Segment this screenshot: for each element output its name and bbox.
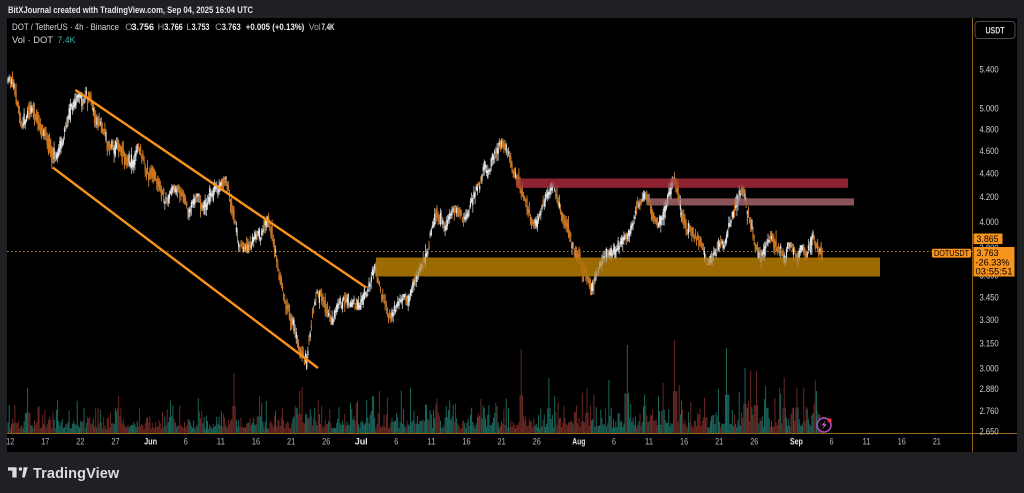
svg-text:03:55:51: 03:55:51: [976, 267, 1013, 277]
svg-text:+0.005 (+0.13%): +0.005 (+0.13%): [246, 22, 304, 32]
svg-text:21: 21: [933, 437, 941, 447]
svg-text:11: 11: [863, 437, 871, 447]
svg-text:Sep: Sep: [790, 437, 803, 447]
svg-text:3.753: 3.753: [192, 22, 210, 32]
svg-text:6: 6: [830, 437, 834, 447]
svg-text:11: 11: [427, 437, 435, 447]
svg-text:3.300: 3.300: [980, 315, 999, 325]
svg-text:O: O: [125, 22, 132, 32]
svg-text:4.200: 4.200: [980, 192, 999, 202]
svg-text:Vol: Vol: [309, 22, 321, 32]
svg-text:27: 27: [111, 437, 119, 447]
svg-text:3.766: 3.766: [164, 22, 183, 32]
svg-text:-26.33%: -26.33%: [976, 258, 1010, 268]
svg-text:3.450: 3.450: [980, 292, 999, 302]
svg-text:22: 22: [76, 437, 84, 447]
svg-text:6: 6: [394, 437, 398, 447]
svg-text:16: 16: [898, 437, 906, 447]
svg-text:21: 21: [287, 437, 295, 447]
svg-text:26: 26: [322, 437, 330, 447]
svg-text:5.000: 5.000: [980, 104, 999, 114]
svg-text:Aug: Aug: [572, 437, 585, 447]
svg-text:C: C: [215, 22, 222, 32]
svg-text:7.4K: 7.4K: [322, 22, 335, 32]
svg-text:21: 21: [498, 437, 506, 447]
svg-text:3.865: 3.865: [977, 234, 999, 244]
svg-text:4.400: 4.400: [980, 169, 999, 179]
svg-text:H: H: [158, 22, 165, 32]
svg-text:16: 16: [252, 437, 260, 447]
svg-text:26: 26: [750, 437, 758, 447]
svg-text:26: 26: [533, 437, 541, 447]
svg-text:2.880: 2.880: [980, 384, 999, 394]
svg-text:2.760: 2.760: [980, 406, 999, 416]
svg-text:6: 6: [612, 437, 616, 447]
svg-text:3.150: 3.150: [980, 339, 999, 349]
svg-text:Jun: Jun: [144, 437, 157, 447]
svg-text:17: 17: [41, 437, 49, 447]
svg-text:11: 11: [217, 437, 225, 447]
svg-text:2.650: 2.650: [980, 426, 999, 436]
svg-text:16: 16: [680, 437, 688, 447]
svg-text:L: L: [186, 22, 191, 32]
svg-text:11: 11: [645, 437, 653, 447]
svg-text:Jul: Jul: [355, 437, 368, 447]
svg-text:4.800: 4.800: [980, 124, 999, 134]
svg-text:6: 6: [184, 437, 188, 447]
svg-text:16: 16: [462, 437, 470, 447]
svg-text:12: 12: [6, 437, 14, 447]
svg-text:3.763: 3.763: [977, 248, 999, 258]
svg-text:7.4K: 7.4K: [58, 35, 77, 45]
svg-text:21: 21: [715, 437, 723, 447]
svg-text:DOT / TetherUS · 4h · Binance: DOT / TetherUS · 4h · Binance: [12, 22, 119, 32]
svg-text:BitXJournal created with Tradi: BitXJournal created with TradingView.com…: [8, 5, 253, 15]
svg-text:3.756: 3.756: [132, 22, 155, 32]
svg-text:4.600: 4.600: [980, 146, 999, 156]
svg-text:TradingView: TradingView: [33, 466, 120, 482]
svg-text:DOTUSDT: DOTUSDT: [934, 249, 969, 258]
svg-text:4.000: 4.000: [980, 217, 999, 227]
svg-text:USDT: USDT: [986, 26, 1005, 37]
svg-text:3.000: 3.000: [980, 363, 999, 373]
svg-text:Vol · DOT: Vol · DOT: [12, 35, 53, 45]
svg-text:3.763: 3.763: [222, 22, 241, 32]
svg-text:5.400: 5.400: [980, 64, 999, 74]
